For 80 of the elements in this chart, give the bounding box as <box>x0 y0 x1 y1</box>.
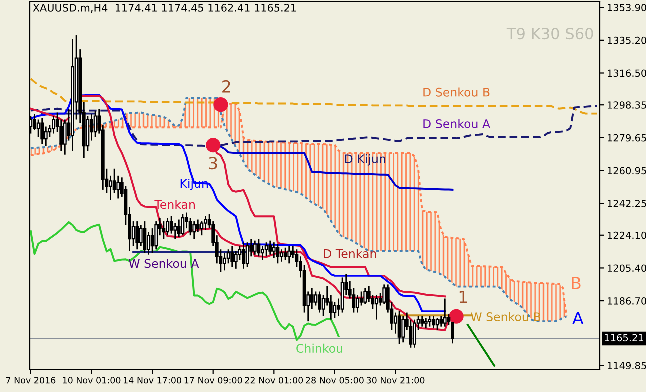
candlestick <box>440 316 444 328</box>
candlestick <box>268 240 272 256</box>
candlestick <box>272 242 276 260</box>
candlestick <box>162 220 166 240</box>
point <box>214 98 228 112</box>
candlestick <box>443 298 447 328</box>
candlestick <box>192 220 196 240</box>
annotation: A <box>572 312 584 324</box>
candlestick <box>44 126 48 147</box>
line-series <box>466 324 496 367</box>
x-tick-label: 28 Nov 05:00 <box>306 377 364 384</box>
candlestick <box>36 119 40 138</box>
candlestick <box>139 224 143 247</box>
candlestick <box>333 302 337 319</box>
candlestick <box>242 242 246 270</box>
candlestick <box>52 116 56 134</box>
annotation: D Senkou A <box>424 119 490 128</box>
x-tick-label: 17 Nov 09:00 <box>184 377 242 384</box>
candlestick <box>174 222 178 240</box>
x-tick-label: 22 Nov 01:00 <box>245 377 304 384</box>
candlestick <box>116 175 120 200</box>
candlestick <box>154 220 158 250</box>
x-tick-label: 30 Nov 21:00 <box>366 377 425 384</box>
candlestick <box>288 245 292 264</box>
candlestick <box>223 252 226 272</box>
candlestick <box>136 220 140 250</box>
candlestick <box>94 110 98 138</box>
y-tick-label: 1242.25 <box>608 200 646 208</box>
candlestick <box>246 242 250 268</box>
candlestick <box>398 310 402 346</box>
annotation: B <box>572 277 581 290</box>
candlestick <box>109 175 112 202</box>
candlestick <box>253 240 257 256</box>
candlestick <box>166 217 170 236</box>
candlestick <box>360 291 364 306</box>
ref-line-label: 1165.21 <box>605 334 644 342</box>
candlestick <box>364 288 368 305</box>
y-tick-label: 1298.35 <box>608 102 646 109</box>
x-tick-label: 14 Nov 17:00 <box>124 377 182 384</box>
candlestick <box>170 216 174 235</box>
candlestick <box>188 217 192 236</box>
candlestick <box>420 316 424 328</box>
annotation: 2 <box>222 80 230 93</box>
candlestick <box>230 245 234 268</box>
annotation: 1 <box>460 291 468 304</box>
x-tick-label: 7 Nov 2016 <box>6 377 56 384</box>
candlestick <box>196 219 200 233</box>
annotation: D Tenkan <box>324 249 376 258</box>
candlestick <box>310 288 314 310</box>
chart-title: XAUUSD.m,H4 1174.41 1174.45 1162.41 1165.21 <box>33 4 296 13</box>
candlestick <box>424 317 428 330</box>
candlestick <box>177 219 181 238</box>
candlestick <box>40 117 44 146</box>
candlestick <box>264 242 268 258</box>
x-tick-label: 10 Nov 01:00 <box>63 377 121 384</box>
candlestick <box>314 291 318 306</box>
y-tick-label: 1279.65 <box>608 134 646 142</box>
annotation: D Senkou B <box>424 88 490 97</box>
candlestick <box>356 294 360 314</box>
candlestick <box>318 291 322 314</box>
candlestick <box>204 216 208 232</box>
candlestick <box>375 294 378 321</box>
y-tick-label: 1149.85 <box>608 362 646 370</box>
candlestick <box>147 231 150 256</box>
candlestick <box>261 245 264 261</box>
candlestick <box>200 220 204 236</box>
annotation: Tenkan <box>154 200 195 210</box>
annotation: 3 <box>209 157 218 170</box>
candlestick <box>150 228 154 254</box>
candlestick <box>284 247 288 261</box>
candlestick <box>280 248 284 263</box>
candlestick <box>181 214 185 236</box>
annotation: Chinkou <box>296 344 342 354</box>
point <box>449 309 464 324</box>
candlestick <box>413 319 416 349</box>
point <box>206 138 221 153</box>
candlestick <box>394 312 398 335</box>
y-tick-label: 1260.95 <box>608 167 646 175</box>
candlestick <box>402 316 406 344</box>
candlestick <box>432 316 436 330</box>
